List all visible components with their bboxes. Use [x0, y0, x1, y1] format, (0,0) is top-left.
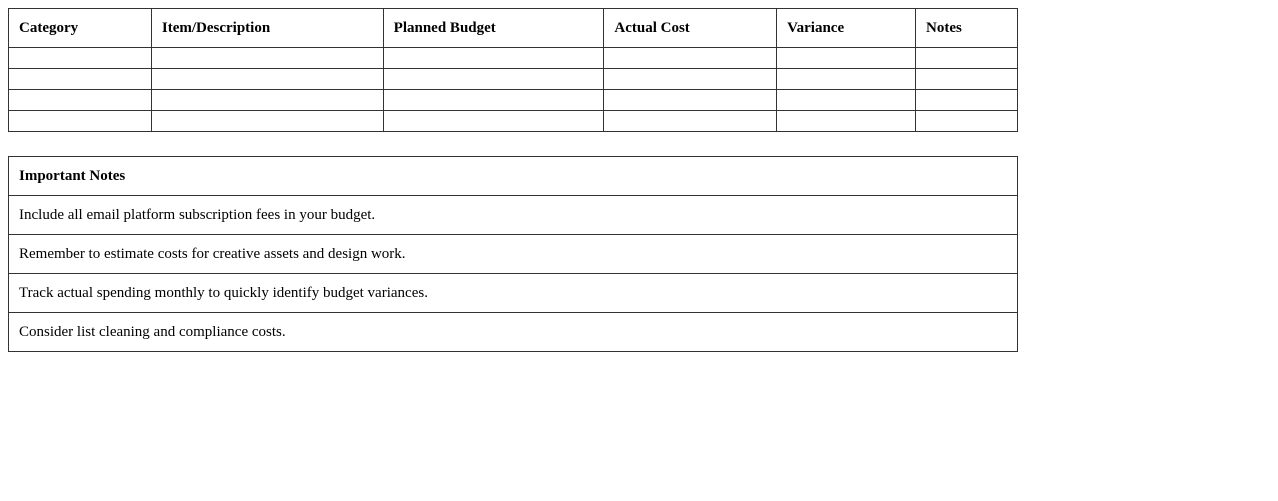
table-cell — [382, 68, 605, 90]
table-row — [8, 89, 1018, 111]
table-cell — [603, 47, 778, 69]
important-notes-table: Important Notes Include all email platfo… — [8, 156, 1018, 352]
note-item: Include all email platform subscription … — [8, 195, 1018, 235]
table-cell — [150, 110, 384, 132]
header-planned-budget: Planned Budget — [382, 8, 605, 48]
table-row — [8, 110, 1018, 132]
header-actual-cost: Actual Cost — [603, 8, 778, 48]
table-cell — [8, 47, 152, 69]
note-row: Track actual spending monthly to quickly… — [8, 273, 1018, 313]
notes-header-row: Important Notes — [8, 156, 1018, 196]
table-row — [8, 47, 1018, 69]
table-cell — [776, 89, 917, 111]
table-cell — [603, 68, 778, 90]
table-cell — [603, 89, 778, 111]
table-cell — [150, 47, 384, 69]
note-item: Consider list cleaning and compliance co… — [8, 312, 1018, 352]
table-cell — [8, 68, 152, 90]
header-category: Category — [8, 8, 152, 48]
table-cell — [382, 110, 605, 132]
table-cell — [150, 89, 384, 111]
notes-title: Important Notes — [8, 156, 1018, 196]
header-notes: Notes — [915, 8, 1018, 48]
note-row: Remember to estimate costs for creative … — [8, 234, 1018, 274]
note-row: Consider list cleaning and compliance co… — [8, 312, 1018, 352]
table-cell — [915, 89, 1018, 111]
note-item: Track actual spending monthly to quickly… — [8, 273, 1018, 313]
note-item: Remember to estimate costs for creative … — [8, 234, 1018, 274]
header-row: Category Item/Description Planned Budget… — [8, 8, 1018, 48]
table-cell — [776, 110, 917, 132]
note-row: Include all email platform subscription … — [8, 195, 1018, 235]
table-cell — [382, 89, 605, 111]
table-cell — [915, 110, 1018, 132]
header-variance: Variance — [776, 8, 917, 48]
table-cell — [150, 68, 384, 90]
budget-table: Category Item/Description Planned Budget… — [8, 8, 1018, 132]
table-cell — [776, 68, 917, 90]
table-cell — [915, 47, 1018, 69]
table-row — [8, 68, 1018, 90]
table-cell — [915, 68, 1018, 90]
table-cell — [8, 110, 152, 132]
table-cell — [776, 47, 917, 69]
header-item-description: Item/Description — [150, 8, 384, 48]
table-cell — [603, 110, 778, 132]
table-cell — [382, 47, 605, 69]
table-cell — [8, 89, 152, 111]
